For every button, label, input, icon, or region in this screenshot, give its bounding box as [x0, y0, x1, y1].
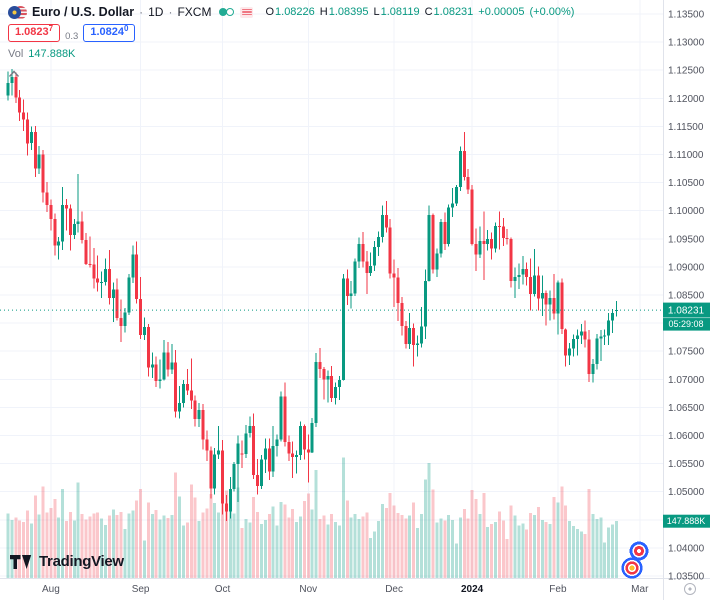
svg-text:1.09500: 1.09500: [668, 234, 705, 245]
quote-row: 1.08237 0.3 1.08240: [8, 24, 574, 42]
svg-text:1.04000: 1.04000: [668, 543, 705, 554]
interval-label[interactable]: 1D: [148, 5, 164, 19]
close-value: 1.08231: [433, 6, 474, 18]
svg-text:1.06000: 1.06000: [668, 431, 705, 442]
svg-text:Oct: Oct: [215, 584, 231, 595]
overlay-rings-icon-1[interactable]: [629, 541, 649, 561]
svg-text:1.13500: 1.13500: [668, 10, 705, 21]
chevron-up-icon: [8, 70, 20, 78]
buy-button[interactable]: 1.08240: [83, 24, 136, 42]
svg-text:1.03500: 1.03500: [668, 572, 705, 583]
legend-menu-icon[interactable]: [240, 6, 254, 18]
sell-pip-sup: 7: [48, 24, 54, 33]
svg-text:Dec: Dec: [385, 584, 403, 595]
spread-value: 0.3: [65, 31, 79, 42]
candle-series: [6, 69, 618, 521]
price-axis[interactable]: 1.13500 1.13000 1.12500 1.12000 1.11500 1.110…: [668, 10, 705, 583]
legend-collapse[interactable]: [8, 65, 574, 83]
svg-text:1.09000: 1.09000: [668, 262, 705, 273]
svg-text:1.10500: 1.10500: [668, 178, 705, 189]
high-value: 1.08395: [328, 6, 369, 18]
volume-tag: 147.888K: [663, 514, 710, 528]
change-value: +0.00005: [478, 6, 525, 18]
market-status-icon[interactable]: [219, 7, 235, 17]
svg-text:1.11000: 1.11000: [668, 150, 704, 161]
separator: ·: [139, 5, 144, 19]
ohlc-readout: O 1.08226 H 1.08395 L 1.08119 C 1.08231 +0.0…: [265, 6, 574, 18]
svg-text:1.08500: 1.08500: [668, 291, 705, 302]
svg-text:1.06500: 1.06500: [668, 403, 705, 414]
high-label: H: [319, 6, 328, 18]
volume-value: 147.888K: [28, 48, 76, 60]
legend-title-row: Euro / U.S. Dollar · 1D · FXCM O 1.08226 …: [8, 5, 574, 19]
chart-legend: Euro / U.S. Dollar · 1D · FXCM O 1.08226 …: [8, 5, 574, 83]
exchange-label[interactable]: FXCM: [177, 5, 212, 19]
svg-text:147.888K: 147.888K: [667, 516, 706, 526]
tradingview-logo-icon: [10, 554, 32, 569]
buy-pip-sup: 0: [123, 24, 129, 33]
low-label: L: [373, 6, 380, 18]
grid: [0, 0, 663, 578]
svg-text:1.13000: 1.13000: [668, 38, 705, 49]
last-price-tag: 1.08231 05:29:08: [663, 302, 710, 331]
timeaxis-settings-icon[interactable]: [684, 583, 696, 595]
svg-text:1.08231: 1.08231: [668, 306, 705, 317]
volume-series: [6, 457, 618, 579]
change-percent: (+0.00%): [529, 6, 575, 18]
svg-text:Aug: Aug: [42, 584, 60, 595]
overlay-rings-icon-2[interactable]: [621, 557, 643, 579]
svg-text:1.12000: 1.12000: [668, 94, 705, 105]
svg-text:Nov: Nov: [299, 584, 317, 595]
volume-row: Vol 147.888K: [8, 48, 574, 60]
svg-text:Mar: Mar: [631, 584, 649, 595]
currency-pair-icon: [8, 5, 27, 19]
time-axis[interactable]: Aug Sep Oct Nov Dec 2024 Feb Mar: [42, 584, 649, 595]
svg-text:Feb: Feb: [549, 584, 567, 595]
sell-button[interactable]: 1.08237: [8, 24, 61, 42]
symbol-title[interactable]: Euro / U.S. Dollar: [32, 5, 135, 19]
open-label: O: [265, 6, 275, 18]
svg-text:Sep: Sep: [132, 584, 150, 595]
tradingview-logo[interactable]: TradingView: [10, 553, 124, 570]
open-value: 1.08226: [275, 6, 315, 18]
svg-text:1.10000: 1.10000: [668, 206, 705, 217]
svg-text:1.07500: 1.07500: [668, 347, 705, 358]
svg-text:1.12500: 1.12500: [668, 66, 705, 77]
tradingview-logo-text: TradingView: [39, 553, 124, 570]
svg-text:2024: 2024: [461, 584, 484, 595]
volume-label: Vol: [8, 48, 24, 60]
svg-text:05:29:08: 05:29:08: [668, 319, 703, 329]
svg-text:1.11500: 1.11500: [668, 122, 704, 133]
low-value: 1.08119: [380, 6, 420, 18]
svg-text:1.05500: 1.05500: [668, 459, 705, 470]
svg-text:1.05000: 1.05000: [668, 487, 705, 498]
close-label: C: [424, 6, 433, 18]
separator: ·: [168, 5, 173, 19]
svg-text:1.07000: 1.07000: [668, 375, 705, 386]
